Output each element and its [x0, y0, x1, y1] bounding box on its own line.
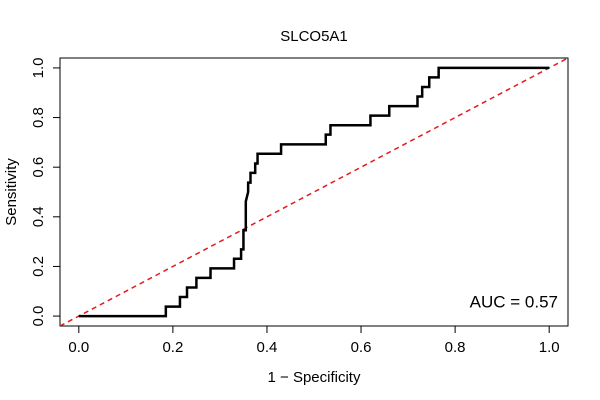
- y-tick-label: 0.2: [30, 256, 47, 277]
- roc-curve: [78, 66, 550, 318]
- y-tick-label: 0.6: [30, 157, 47, 178]
- reference-line: [60, 58, 568, 326]
- y-tick-label: 0.8: [30, 107, 47, 128]
- y-tick-label: 0.4: [30, 206, 47, 227]
- y-axis-label: Sensitivity: [3, 158, 20, 226]
- x-tick-label: 0.0: [68, 339, 89, 356]
- chart-title: SLCO5A1: [280, 28, 348, 45]
- plot-frame: [59, 57, 569, 327]
- x-axis-label: 1 − Specificity: [268, 369, 361, 386]
- x-tick-label: 0.4: [257, 339, 278, 356]
- y-tick-label: 0.0: [30, 306, 47, 327]
- x-tick-label: 0.6: [351, 339, 372, 356]
- x-tick-label: 0.2: [162, 339, 183, 356]
- auc-annotation: AUC = 0.57: [470, 292, 558, 311]
- y-tick-label: 1.0: [30, 57, 47, 78]
- x-tick-label: 1.0: [539, 339, 560, 356]
- x-tick-label: 0.8: [445, 339, 466, 356]
